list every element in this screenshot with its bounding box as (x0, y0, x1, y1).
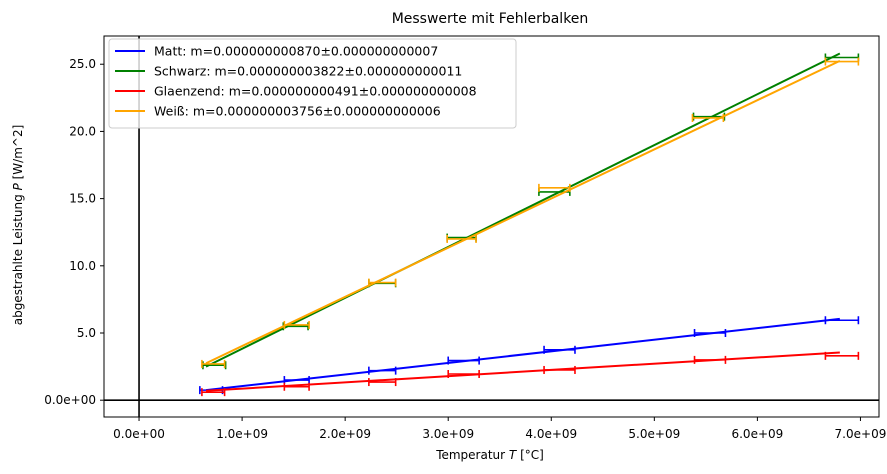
series-3-point-1 (201, 388, 226, 397)
series-4-fit-line (205, 59, 841, 365)
y-tick-label: 10.0 (69, 259, 96, 273)
series-4-point-1 (201, 359, 226, 368)
x-axis: 0.0e+00 1.0e+09 2.0e+09 3.0e+09 4.0e+09 5.0e+… (113, 417, 886, 441)
series-4-point-4 (446, 234, 477, 243)
y-axis-label: abgestrahlte Leistung P [W/m^2] (11, 125, 25, 326)
plot-area (104, 36, 879, 417)
series-1-point-6 (693, 329, 727, 338)
x-axis-label-text: Temperatur (435, 448, 509, 462)
legend-label: Matt: m=0.000000000870±0.000000000007 (154, 44, 438, 59)
series-1-point-3 (368, 366, 397, 375)
y-tick-label: 5.0 (77, 326, 96, 340)
y-axis-label-variable: P (11, 182, 25, 190)
y-axis-label-unit: [W/m^2] (11, 125, 25, 183)
x-tick-label: 4.0e+09 (525, 427, 577, 441)
series-2-fit-line (205, 52, 841, 368)
series-4-point-3 (368, 278, 397, 287)
legend-label: Schwarz: m=0.000000003822±0.000000000011 (154, 64, 462, 79)
legend-box (108, 38, 517, 129)
chart-title: Messwerte mit Fehlerbalken (392, 11, 589, 27)
x-tick-label: 6.0e+09 (731, 427, 783, 441)
series-3-point-2 (283, 382, 310, 391)
series-3-point-5 (543, 365, 576, 374)
legend-label: Glaenzend: m=0.000000000491±0.0000000000… (154, 84, 477, 99)
legend-label: Weiß: m=0.000000003756±0.000000000006 (154, 104, 441, 119)
series-3 (201, 351, 860, 397)
x-tick-label: 2.0e+09 (319, 427, 371, 441)
series-1-point-4 (447, 356, 480, 365)
plot-frame (103, 35, 880, 418)
series-4-point-5 (538, 183, 571, 192)
x-tick-label: 5.0e+09 (628, 427, 680, 441)
series-3-point-7 (824, 351, 860, 360)
series-1-fit-line (205, 317, 840, 392)
series-2-point-7 (824, 53, 860, 62)
series-1 (199, 316, 860, 395)
x-tick-label: 1.0e+09 (216, 427, 268, 441)
x-axis-label-variable: T (509, 448, 518, 462)
series-3-point-3 (368, 378, 397, 387)
series-4-point-2 (283, 320, 310, 329)
series-1-point-2 (283, 376, 310, 385)
y-tick-label: 25.0 (69, 57, 96, 71)
y-tick-label: 0.0e+00 (44, 393, 96, 407)
series-3-fit-line (205, 351, 840, 392)
series-3-point-6 (693, 355, 727, 364)
y-tick-label: 15.0 (69, 192, 96, 206)
series-3-point-4 (447, 369, 480, 378)
series-4 (201, 57, 860, 368)
x-tick-label: 7.0e+09 (835, 427, 887, 441)
series-2-point-2 (282, 322, 309, 331)
y-axis-label-text: abgestrahlte Leistung (11, 190, 25, 325)
y-axis: 0.0e+00 5.0 10.0 15.0 20.0 25.0 (44, 57, 104, 407)
series-4-point-6 (691, 113, 725, 122)
x-axis-label: Temperatur T [°C] (435, 448, 544, 462)
y-tick-label: 20.0 (69, 124, 96, 138)
x-tick-label: 0.0e+00 (113, 427, 165, 441)
series-1-point-5 (543, 345, 576, 354)
legend: Matt: m=0.000000000870±0.000000000007 Sch… (108, 38, 517, 129)
series-4-point-7 (824, 57, 860, 66)
x-axis-label-unit: [°C] (516, 448, 544, 462)
series-1-point-7 (824, 316, 860, 325)
x-tick-label: 3.0e+09 (422, 427, 474, 441)
series-2-point-1 (202, 361, 227, 370)
